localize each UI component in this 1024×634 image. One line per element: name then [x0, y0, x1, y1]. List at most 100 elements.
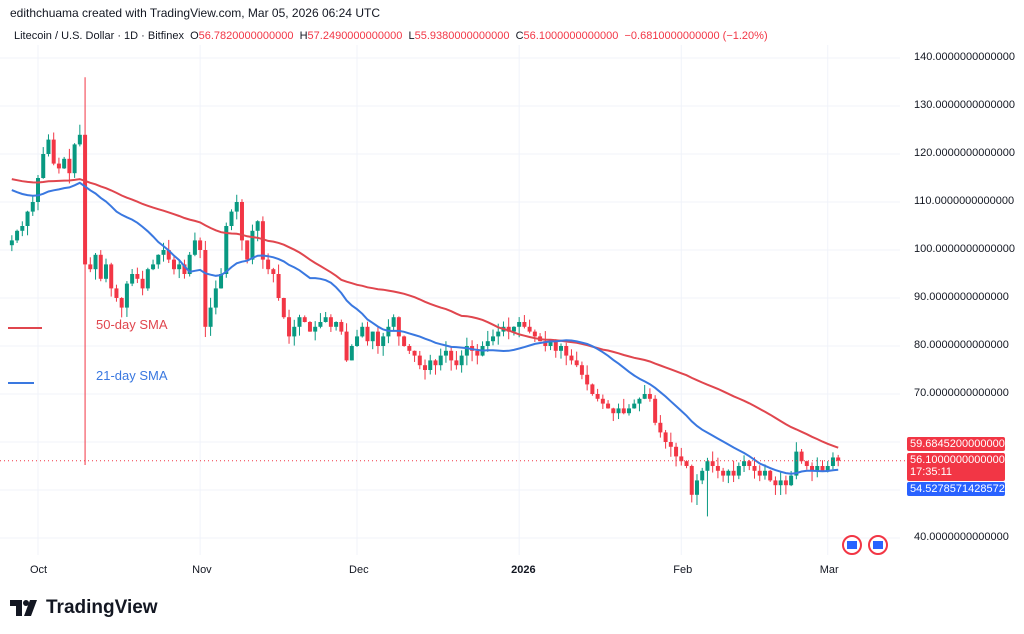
- candle-body: [668, 442, 673, 447]
- candle-body: [15, 230, 20, 241]
- candle-body: [757, 470, 762, 476]
- candle-body: [496, 331, 501, 337]
- candle-body: [135, 274, 140, 279]
- candle-body: [637, 398, 642, 404]
- candle-body: [402, 336, 407, 346]
- candle-body: [600, 398, 605, 404]
- candle-body: [187, 254, 192, 274]
- x-tick-label: Mar: [819, 564, 839, 576]
- close-value: 56.1000000000000: [523, 30, 619, 42]
- candle-body: [611, 408, 616, 414]
- tradingview-logo-icon: [10, 600, 37, 616]
- candle-body: [506, 326, 511, 332]
- candle-body: [836, 457, 841, 461]
- candle-body: [564, 346, 569, 356]
- symbol-name[interactable]: Litecoin / U.S. Dollar · 1D · Bitfinex: [14, 30, 184, 42]
- candle-body: [229, 211, 234, 226]
- last-price-label: 56.1000000000000 17:35:11: [907, 453, 1005, 481]
- candle-body: [768, 470, 773, 481]
- high-value: 57.2490000000000: [307, 30, 403, 42]
- candle-body: [130, 274, 135, 284]
- candle-body: [25, 211, 30, 226]
- candle-body: [511, 326, 516, 332]
- candle-body: [464, 346, 469, 356]
- candle-body: [710, 461, 715, 466]
- open-value: 56.7820000000000: [198, 30, 294, 42]
- candle-body: [684, 461, 689, 466]
- y-tick-label: 120.0000000000000: [914, 147, 1015, 159]
- candle-body: [407, 346, 412, 351]
- candle-body: [98, 254, 103, 279]
- symbol-legend: Litecoin / U.S. Dollar · 1D · Bitfinex O…: [14, 30, 768, 42]
- candle-body: [590, 384, 595, 394]
- candle-body: [219, 274, 224, 289]
- candle-body: [747, 461, 752, 466]
- candle-body: [825, 466, 830, 471]
- candle-body: [736, 466, 741, 476]
- candle-body: [208, 307, 213, 327]
- candle-body: [36, 178, 40, 202]
- candle-body: [344, 331, 349, 361]
- candle-body: [574, 360, 579, 366]
- candle-body: [820, 466, 825, 471]
- candle-body: [124, 283, 129, 308]
- candle-body: [674, 446, 679, 457]
- candle-body: [239, 202, 244, 241]
- candle-body: [731, 470, 736, 476]
- candle-body: [532, 331, 537, 337]
- candle-body: [56, 163, 61, 169]
- candle-body: [454, 360, 459, 366]
- candle-body: [334, 322, 339, 327]
- y-tick-label: 80.0000000000000: [914, 339, 1009, 351]
- candle-body: [810, 466, 815, 471]
- y-tick-label: 90.0000000000000: [914, 291, 1009, 303]
- candle-body: [653, 398, 658, 423]
- candle-body: [245, 240, 250, 260]
- y-tick-label: 130.0000000000000: [914, 99, 1015, 111]
- candle-body: [715, 466, 720, 471]
- candle-body: [778, 480, 783, 486]
- sma21-price-label: 54.5278571428572: [907, 482, 1005, 496]
- candle-body: [412, 350, 417, 356]
- countdown: 17:35:11: [910, 466, 953, 478]
- candle-body: [255, 221, 260, 231]
- candle-body: [726, 470, 731, 476]
- candle-body: [20, 226, 25, 231]
- y-tick-label: 40.0000000000000: [914, 531, 1009, 543]
- candle-body: [689, 466, 694, 495]
- candle-body: [30, 202, 35, 212]
- candle-body: [151, 264, 156, 270]
- y-tick-label: 140.0000000000000: [914, 51, 1015, 63]
- candle-body: [548, 341, 553, 346]
- candle-body: [595, 394, 600, 399]
- candle-body: [700, 470, 705, 481]
- candle-body: [313, 326, 318, 332]
- candle-body: [140, 278, 145, 289]
- candle-body: [517, 322, 522, 327]
- y-tick-label: 110.0000000000000: [914, 195, 1015, 207]
- candle-body: [297, 317, 302, 327]
- candle-body: [449, 350, 454, 361]
- last-price: 56.1000000000000: [910, 454, 1005, 466]
- candle-body: [46, 139, 51, 154]
- candle-body: [830, 457, 835, 466]
- change-value: −0.6810000000000 (−1.20%): [624, 30, 768, 42]
- candle-body: [694, 480, 699, 495]
- candle-body: [559, 346, 563, 351]
- candle-body: [224, 226, 229, 274]
- candle-body: [166, 250, 171, 260]
- candle-body: [543, 341, 548, 346]
- candle-body: [360, 326, 365, 337]
- logo-text: TradingView: [46, 597, 158, 618]
- sma50-line: [11, 178, 839, 449]
- high-label: H: [299, 30, 308, 42]
- candle-body: [234, 202, 239, 212]
- candle-body: [260, 221, 265, 260]
- us-flag-event-icon: [873, 541, 883, 549]
- candle-body: [77, 134, 82, 145]
- candle-body: [349, 346, 354, 361]
- candle-body: [579, 365, 584, 375]
- sma21-label: 21-day SMA: [96, 368, 168, 383]
- candle-body: [302, 317, 307, 322]
